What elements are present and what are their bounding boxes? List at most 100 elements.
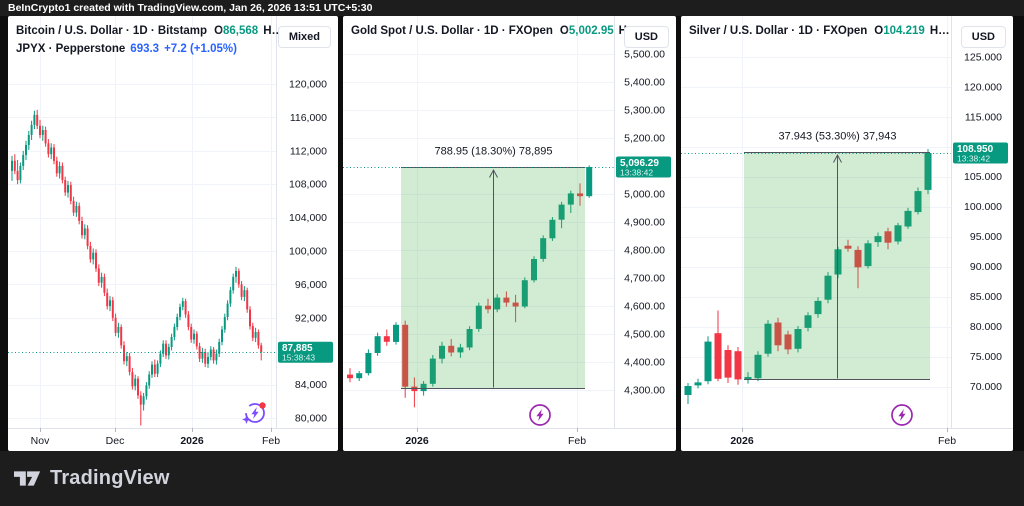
svg-text:100,000: 100,000 <box>289 246 327 258</box>
svg-text:2026: 2026 <box>405 435 429 447</box>
svg-text:2026: 2026 <box>180 435 204 447</box>
grid-lines <box>8 16 276 428</box>
candlestick-series <box>11 109 263 426</box>
svg-text:125.000: 125.000 <box>964 51 1002 63</box>
compare-change: +7.2 (+1.05%) <box>164 43 237 55</box>
svg-text:5,400.00: 5,400.00 <box>624 76 665 88</box>
svg-text:Feb: Feb <box>262 435 280 447</box>
svg-text:95.000: 95.000 <box>970 231 1002 243</box>
lightning-bolt-icon[interactable] <box>891 404 913 426</box>
svg-text:788.95 (18.30%) 78,895: 788.95 (18.30%) 78,895 <box>434 146 552 158</box>
time-axis[interactable]: 2026 Feb <box>405 428 586 447</box>
symbol-legend-gold[interactable]: Gold Spot / U.S. Dollar · 1D · FXOpen O5,… <box>351 25 638 37</box>
price-range-measurement[interactable]: 37.943 (53.30%) 37,943 <box>744 131 930 380</box>
svg-text:5,096.29: 5,096.29 <box>620 158 659 169</box>
svg-text:120.000: 120.000 <box>964 81 1002 93</box>
svg-text:108,000: 108,000 <box>289 179 327 191</box>
svg-text:75.000: 75.000 <box>970 351 1002 363</box>
svg-text:115.000: 115.000 <box>965 111 1002 123</box>
price-axis[interactable]: 5,500.00 5,400.00 5,300.00 5,200.00 5,000.00… <box>624 48 665 396</box>
svg-text:15:38:43: 15:38:43 <box>282 353 315 363</box>
svg-text:13:38:42: 13:38:42 <box>957 154 990 164</box>
svg-text:4,700.00: 4,700.00 <box>624 273 665 285</box>
open-value: 86,568 <box>223 25 259 37</box>
footer-bar: TradingView <box>0 451 1024 506</box>
svg-text:80,000: 80,000 <box>295 412 327 424</box>
svg-text:105.000: 105.000 <box>964 171 1002 183</box>
compare-value: 693.3 <box>130 43 160 55</box>
svg-text:Dec: Dec <box>106 435 125 447</box>
time-axis[interactable]: Nov Dec 2026 Feb <box>31 428 281 447</box>
unit-button-usd[interactable]: USD <box>960 26 1006 48</box>
svg-text:87,885: 87,885 <box>282 343 313 354</box>
open-label: O <box>214 25 224 37</box>
grid-lines <box>681 16 951 428</box>
symbol-title: Bitcoin / U.S. Dollar · 1D · Bitstamp <box>16 25 208 37</box>
svg-text:5,000.00: 5,000.00 <box>624 188 665 200</box>
open-label: O <box>559 25 569 37</box>
sync-bolt-icon[interactable] <box>242 402 266 424</box>
svg-text:85.000: 85.000 <box>970 291 1002 303</box>
svg-text:100.000: 100.000 <box>964 201 1002 213</box>
chart-panel-bitcoin[interactable]: 120,000 116,000 112,000 108,000 104,000 100,0… <box>8 16 338 451</box>
svg-text:4,300.00: 4,300.00 <box>624 385 665 397</box>
svg-text:37.943 (53.30%) 37,943: 37.943 (53.30%) 37,943 <box>778 131 896 143</box>
bitcoin-chart-canvas[interactable]: 120,000 116,000 112,000 108,000 104,000 100,0… <box>8 16 338 451</box>
compare-legend-jpyx[interactable]: JPYX · Pepperstone 693.3 +7.2 (+1.05%) <box>16 43 237 55</box>
svg-text:116,000: 116,000 <box>290 112 327 124</box>
svg-text:4,800.00: 4,800.00 <box>624 245 665 257</box>
svg-text:96,000: 96,000 <box>295 279 327 291</box>
price-axis[interactable]: 120,000 116,000 112,000 108,000 104,000 100,0… <box>289 79 327 425</box>
svg-text:112,000: 112,000 <box>290 145 327 157</box>
svg-text:13:38:42: 13:38:42 <box>620 168 653 178</box>
svg-text:90.000: 90.000 <box>970 261 1002 273</box>
svg-text:Feb: Feb <box>938 435 956 447</box>
grid-lines <box>343 16 614 428</box>
svg-text:5,200.00: 5,200.00 <box>624 132 665 144</box>
svg-text:80.000: 80.000 <box>970 321 1002 333</box>
svg-text:5,300.00: 5,300.00 <box>624 104 665 116</box>
open-value: 104.219 <box>883 25 925 37</box>
svg-text:92,000: 92,000 <box>295 312 327 324</box>
candlestick-series <box>347 165 593 408</box>
svg-text:4,600.00: 4,600.00 <box>624 301 665 313</box>
time-axis[interactable]: 2026 Feb <box>730 428 956 447</box>
chart-panel-silver[interactable]: 37.943 (53.30%) 37,943 125.000 120.000 115.… <box>681 16 1013 451</box>
price-range-measurement[interactable]: 788.95 (18.30%) 78,895 <box>401 146 585 389</box>
svg-text:4,900.00: 4,900.00 <box>624 217 665 229</box>
svg-text:5,500.00: 5,500.00 <box>624 48 665 60</box>
svg-text:104,000: 104,000 <box>289 212 327 224</box>
svg-text:120,000: 120,000 <box>289 79 327 91</box>
gold-chart-canvas[interactable]: 788.95 (18.30%) 78,8955,500.005,400.005,… <box>343 16 676 451</box>
svg-text:Nov: Nov <box>31 435 50 447</box>
attribution-text: BeInCrypto1 created with TradingView.com… <box>8 2 373 14</box>
attribution-bar: BeInCrypto1 created with TradingView.com… <box>0 0 1024 16</box>
silver-chart-canvas[interactable]: 37.943 (53.30%) 37,943 125.000 120.000 115.… <box>681 16 1013 451</box>
chart-panel-gold[interactable]: 788.95 (18.30%) 78,895 5,500.00 5,400.00 5,… <box>343 16 676 451</box>
legend-truncated-ohlc: H… <box>929 25 950 37</box>
unit-button-usd[interactable]: USD <box>623 26 669 48</box>
svg-text:2026: 2026 <box>730 435 754 447</box>
svg-text:Feb: Feb <box>568 435 586 447</box>
symbol-legend-silver[interactable]: Silver / U.S. Dollar · 1D · FXOpen O104.2… <box>689 25 950 37</box>
lightning-bolt-icon[interactable] <box>529 404 551 426</box>
open-value: 5,002.95 <box>568 25 614 37</box>
tradingview-logo[interactable]: TradingView <box>14 467 170 490</box>
svg-text:4,400.00: 4,400.00 <box>624 357 665 369</box>
svg-text:108.950: 108.950 <box>957 144 994 155</box>
unit-button-mixed[interactable]: Mixed <box>277 26 331 48</box>
price-axis[interactable]: 125.000120.000115.000110.000105.000100.0… <box>964 51 1002 393</box>
svg-text:70.000: 70.000 <box>970 381 1002 393</box>
svg-text:84,000: 84,000 <box>295 379 327 391</box>
svg-text:4,500.00: 4,500.00 <box>624 329 665 341</box>
symbol-legend-bitcoin[interactable]: Bitcoin / U.S. Dollar · 1D · Bitstamp O86… <box>16 25 283 37</box>
tradingview-wordmark: TradingView <box>50 467 170 489</box>
symbol-title: Silver / U.S. Dollar · 1D · FXOpen <box>689 25 868 37</box>
candlestick-series <box>684 149 932 404</box>
open-label: O <box>874 25 884 37</box>
tradingview-logo-icon <box>14 471 41 486</box>
